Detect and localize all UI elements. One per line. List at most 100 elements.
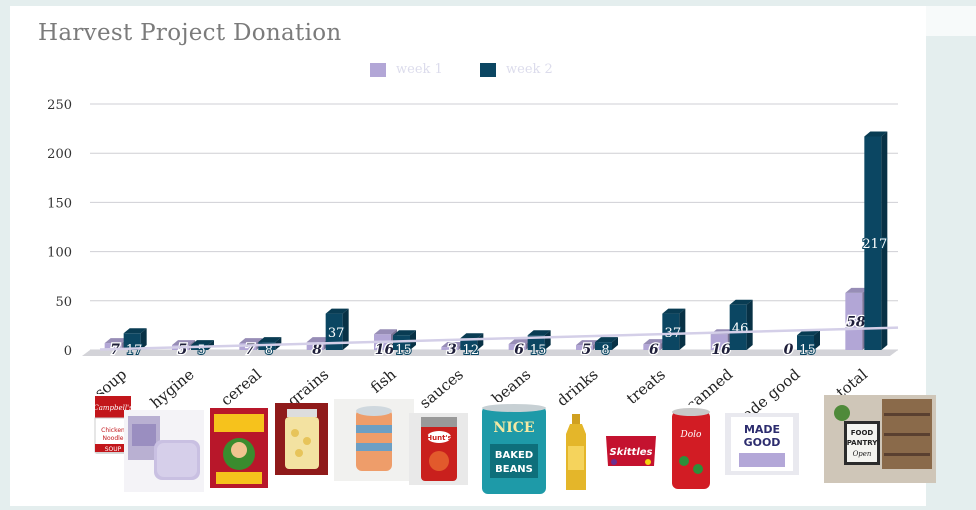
sauce-can-image: Hunt's bbox=[409, 413, 468, 485]
svg-text:Chicken: Chicken bbox=[101, 427, 125, 434]
data-label: 5 bbox=[178, 342, 188, 358]
legend-swatch-week2 bbox=[480, 62, 496, 77]
trendline bbox=[99, 326, 899, 351]
bar bbox=[576, 345, 593, 350]
legend-label-week1: week 1 bbox=[396, 62, 443, 77]
bar bbox=[527, 335, 545, 350]
category-label: cereal bbox=[217, 365, 265, 409]
bar bbox=[864, 136, 882, 350]
bar-top bbox=[595, 337, 618, 343]
data-label: 15 bbox=[395, 343, 412, 358]
y-tick-label: 250 bbox=[47, 98, 72, 113]
data-label: 58 bbox=[846, 314, 866, 330]
fish-can-image bbox=[334, 399, 414, 481]
svg-text:SOUP: SOUP bbox=[105, 446, 122, 453]
data-label: 3 bbox=[447, 342, 457, 358]
bar bbox=[441, 347, 459, 350]
bar-side bbox=[881, 131, 888, 350]
legend-item-week1: week 1 bbox=[370, 62, 443, 77]
y-tick-label: 0 bbox=[64, 344, 72, 359]
bar-top bbox=[239, 338, 263, 344]
data-label: 17 bbox=[126, 343, 143, 358]
legend-item-week2: week 2 bbox=[480, 62, 553, 77]
bar-side bbox=[746, 299, 753, 350]
bar-top bbox=[643, 339, 667, 345]
category-label: fish bbox=[367, 365, 400, 397]
svg-text:Campbell's: Campbell's bbox=[93, 404, 133, 412]
side-strip bbox=[926, 6, 976, 36]
svg-text:FOOD: FOOD bbox=[851, 429, 874, 437]
bar-top bbox=[393, 330, 416, 336]
legend-swatch-week1 bbox=[370, 62, 386, 77]
bar-top bbox=[576, 340, 599, 346]
svg-text:Open: Open bbox=[853, 450, 872, 458]
bar bbox=[306, 342, 324, 350]
bar bbox=[710, 334, 728, 350]
bar-top bbox=[662, 308, 686, 314]
baked-beans-image: NICE BAKED BEANS bbox=[480, 402, 548, 498]
bar bbox=[508, 344, 526, 350]
svg-text:PANTRY: PANTRY bbox=[847, 439, 879, 447]
svg-text:BAKED: BAKED bbox=[495, 450, 533, 461]
bar bbox=[325, 313, 343, 350]
bar bbox=[845, 292, 863, 350]
bar-top bbox=[845, 287, 869, 293]
bar bbox=[393, 335, 410, 350]
grains-jar-image bbox=[275, 403, 328, 475]
bar-top bbox=[123, 328, 147, 334]
bar-top bbox=[172, 340, 195, 346]
bar-side bbox=[814, 330, 820, 350]
bar bbox=[729, 304, 747, 350]
bar-top bbox=[306, 337, 330, 343]
bar-top bbox=[325, 308, 349, 314]
svg-text:Noodle: Noodle bbox=[103, 435, 124, 442]
juice-bottle-image bbox=[562, 412, 590, 494]
svg-text:GOOD: GOOD bbox=[744, 436, 781, 449]
data-label: 12 bbox=[463, 343, 480, 358]
cereal-box-image bbox=[210, 408, 268, 488]
bar-top bbox=[460, 333, 484, 339]
y-tick-label: 150 bbox=[47, 196, 72, 211]
soda-can-image: Dolo bbox=[670, 405, 712, 493]
food-pantry-image: FOOD PANTRY Open bbox=[824, 395, 936, 483]
made-good-image: MADE GOOD bbox=[725, 413, 799, 475]
y-tick-label: 50 bbox=[55, 295, 72, 310]
data-label: 6 bbox=[649, 342, 659, 358]
svg-text:Hunt's: Hunt's bbox=[426, 434, 451, 442]
bar bbox=[595, 342, 612, 350]
bar-top bbox=[441, 342, 465, 348]
data-label: 217 bbox=[862, 237, 887, 252]
bar-top bbox=[508, 339, 532, 345]
bar-top bbox=[374, 329, 397, 335]
category-label: sauces bbox=[416, 365, 467, 412]
data-label: 15 bbox=[530, 343, 547, 358]
bar-side bbox=[477, 333, 484, 350]
bar-top bbox=[191, 340, 214, 346]
bar-side bbox=[612, 337, 618, 350]
chart-floor bbox=[82, 350, 898, 356]
svg-text:Dolo: Dolo bbox=[680, 430, 703, 440]
svg-text:BEANS: BEANS bbox=[495, 464, 533, 475]
skittles-image: Skittles bbox=[602, 430, 660, 472]
data-label: 0 bbox=[784, 342, 794, 358]
bar-side bbox=[140, 328, 147, 350]
y-tick-label: 200 bbox=[47, 147, 72, 162]
bar bbox=[123, 333, 141, 350]
bar bbox=[104, 343, 122, 350]
data-label: 6 bbox=[514, 342, 524, 358]
data-label: 16 bbox=[375, 342, 395, 358]
bar-top bbox=[258, 337, 282, 343]
legend-label-week2: week 2 bbox=[506, 62, 553, 77]
data-label: 8 bbox=[312, 342, 322, 358]
data-label: 46 bbox=[732, 321, 749, 336]
y-tick-label: 100 bbox=[47, 246, 72, 261]
category-label: drinks bbox=[553, 365, 601, 410]
data-label: 8 bbox=[265, 343, 273, 358]
category-label: treats bbox=[623, 365, 669, 408]
bar-side bbox=[544, 330, 551, 350]
bar bbox=[460, 338, 478, 350]
data-label: 5 bbox=[582, 342, 592, 358]
bar-side bbox=[342, 308, 349, 350]
